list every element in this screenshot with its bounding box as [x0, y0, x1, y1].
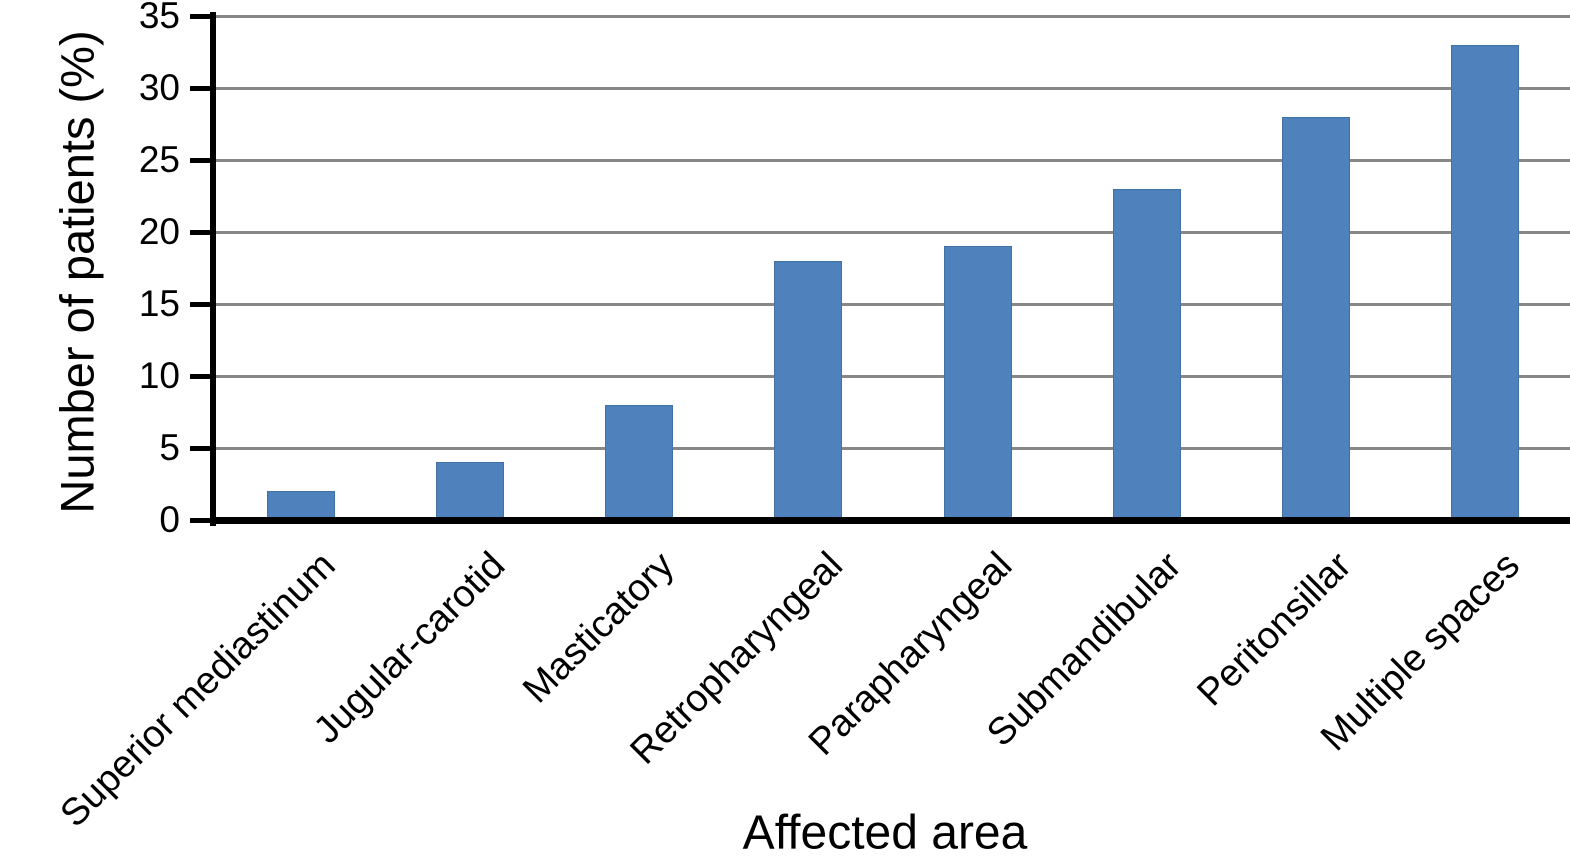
- y-tick-label: 25: [138, 139, 180, 180]
- y-tick-mark: [190, 229, 216, 235]
- y-tick-mark: [190, 13, 216, 19]
- y-tick-mark: [190, 301, 216, 307]
- gridline: [216, 374, 1570, 378]
- gridline: [216, 86, 1570, 90]
- x-axis-title: Affected area: [742, 806, 1028, 860]
- bar: [943, 246, 1012, 520]
- y-tick-mark: [190, 85, 216, 91]
- x-category-label: Masticatory: [515, 544, 683, 712]
- gridline: [216, 230, 1570, 234]
- bar: [774, 260, 843, 520]
- y-tick-label: 15: [138, 283, 180, 324]
- y-tick-label: 0: [159, 499, 180, 540]
- bar: [1282, 116, 1351, 520]
- x-axis-line: [210, 517, 1570, 524]
- x-category-label: Superior mediastinum: [52, 544, 344, 836]
- gridline: [216, 302, 1570, 306]
- y-tick-label: 5: [159, 427, 180, 468]
- y-axis-line: [210, 12, 216, 526]
- bar: [1451, 44, 1520, 520]
- bar: [1112, 188, 1181, 520]
- y-tick-label: 35: [138, 0, 180, 36]
- y-tick-label: 20: [138, 211, 180, 252]
- bar: [605, 404, 674, 520]
- y-tick-label: 30: [138, 67, 180, 108]
- y-tick-label: 10: [138, 355, 180, 396]
- bar: [435, 462, 504, 520]
- y-tick-mark: [190, 373, 216, 379]
- x-category-label: Peritonsillar: [1189, 544, 1360, 715]
- bar: [266, 491, 335, 520]
- gridline: [216, 446, 1570, 450]
- gridline: [216, 14, 1570, 18]
- y-tick-mark: [190, 157, 216, 163]
- y-tick-mark: [190, 445, 216, 451]
- gridline: [216, 158, 1570, 162]
- y-tick-mark: [190, 517, 216, 523]
